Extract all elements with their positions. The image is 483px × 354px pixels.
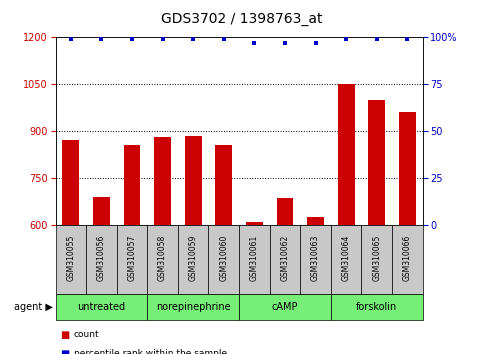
- Bar: [361, 225, 392, 294]
- Text: GSM310064: GSM310064: [341, 235, 351, 281]
- Bar: [246, 222, 263, 225]
- Bar: [209, 225, 239, 294]
- Point: [251, 40, 258, 46]
- Text: cAMP: cAMP: [272, 302, 298, 312]
- Bar: [307, 217, 324, 225]
- Text: ■: ■: [60, 330, 70, 339]
- Point: [220, 36, 227, 42]
- Bar: [147, 225, 178, 294]
- Text: GSM310058: GSM310058: [158, 235, 167, 281]
- Text: GSM310057: GSM310057: [128, 235, 137, 281]
- Bar: [185, 136, 201, 225]
- Text: GSM310061: GSM310061: [250, 235, 259, 281]
- Bar: [270, 225, 300, 294]
- Point: [189, 36, 197, 42]
- Bar: [300, 225, 331, 294]
- Point: [98, 36, 105, 42]
- Bar: [215, 145, 232, 225]
- Point: [281, 40, 289, 46]
- Text: GSM310056: GSM310056: [97, 235, 106, 281]
- Bar: [147, 294, 239, 320]
- Bar: [331, 225, 361, 294]
- Bar: [338, 84, 355, 225]
- Text: GSM310062: GSM310062: [281, 235, 289, 281]
- Point: [159, 36, 167, 42]
- Bar: [56, 294, 147, 320]
- Bar: [178, 225, 209, 294]
- Bar: [239, 294, 331, 320]
- Point: [312, 40, 319, 46]
- Point: [128, 36, 136, 42]
- Text: GSM310063: GSM310063: [311, 235, 320, 281]
- Bar: [93, 197, 110, 225]
- Bar: [392, 225, 423, 294]
- Text: GDS3702 / 1398763_at: GDS3702 / 1398763_at: [161, 12, 322, 27]
- Point: [403, 36, 411, 42]
- Text: GSM310066: GSM310066: [403, 235, 412, 281]
- Text: ■: ■: [60, 349, 70, 354]
- Bar: [62, 140, 79, 225]
- Bar: [117, 225, 147, 294]
- Text: count: count: [74, 330, 99, 339]
- Bar: [56, 225, 86, 294]
- Text: GSM310059: GSM310059: [189, 235, 198, 281]
- Text: GSM310055: GSM310055: [66, 235, 75, 281]
- Bar: [124, 145, 141, 225]
- Text: untreated: untreated: [77, 302, 126, 312]
- Text: agent ▶: agent ▶: [14, 302, 53, 312]
- Bar: [331, 294, 423, 320]
- Text: norepinephrine: norepinephrine: [156, 302, 230, 312]
- Bar: [277, 198, 293, 225]
- Text: percentile rank within the sample: percentile rank within the sample: [74, 349, 227, 354]
- Point: [67, 36, 75, 42]
- Point: [373, 36, 381, 42]
- Text: GSM310060: GSM310060: [219, 235, 228, 281]
- Bar: [239, 225, 270, 294]
- Text: GSM310065: GSM310065: [372, 235, 381, 281]
- Text: forskolin: forskolin: [356, 302, 398, 312]
- Point: [342, 36, 350, 42]
- Bar: [399, 112, 416, 225]
- Bar: [369, 100, 385, 225]
- Bar: [86, 225, 117, 294]
- Bar: [154, 137, 171, 225]
